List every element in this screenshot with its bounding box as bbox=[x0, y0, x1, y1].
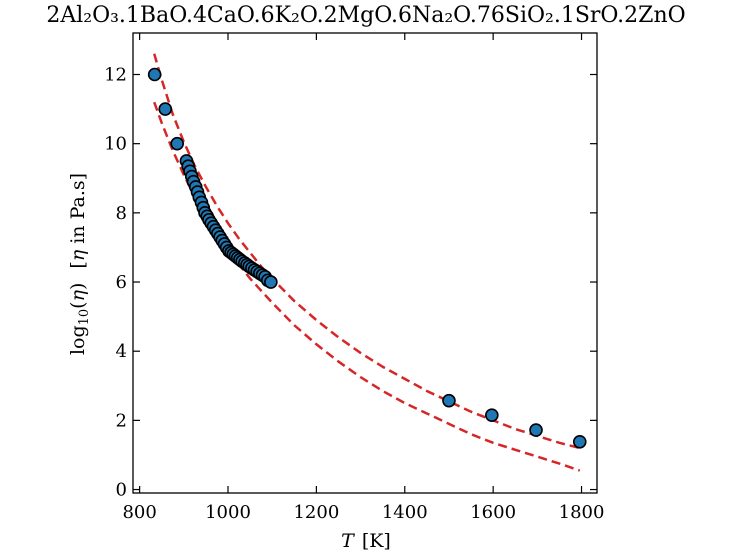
y-axis-label-in: in Pa.s] bbox=[67, 173, 89, 244]
data-point bbox=[485, 408, 499, 422]
y-axis-label: log10(η)[ηin Pa.s] bbox=[67, 173, 92, 355]
y-axis-label-bracket-open: [ bbox=[67, 261, 89, 268]
y-axis-label-log: log bbox=[67, 325, 89, 355]
y-axis-label-close: ) bbox=[67, 283, 89, 290]
y-axis-label-open: ( bbox=[67, 301, 89, 308]
y-tick-label: 8 bbox=[116, 203, 127, 224]
x-tick-label: 800 bbox=[122, 502, 156, 523]
y-tick-label: 6 bbox=[116, 272, 127, 293]
chart-title: 2Al₂O₃.1BaO.4CaO.6K₂O.2MgO.6Na₂O.76SiO₂.… bbox=[46, 3, 685, 28]
x-tick-label: 1400 bbox=[382, 502, 428, 523]
y-axis-label-eta-2: η bbox=[67, 249, 89, 261]
plot-frame bbox=[132, 32, 598, 494]
y-tick-label: 10 bbox=[104, 134, 127, 155]
x-axis: 800 1000 1200 1400 1600 1800 bbox=[122, 33, 604, 523]
y-tick-label: 0 bbox=[116, 480, 127, 501]
x-tick-label: 1800 bbox=[559, 502, 605, 523]
data-point bbox=[529, 423, 543, 437]
y-axis-label-eta: η bbox=[67, 289, 89, 301]
x-tick-label: 1600 bbox=[470, 502, 516, 523]
x-axis-label-var: T bbox=[341, 530, 355, 552]
data-point bbox=[442, 393, 456, 408]
y-tick-label: 12 bbox=[104, 65, 127, 86]
data-point bbox=[572, 435, 587, 449]
y-tick-label: 4 bbox=[116, 341, 127, 362]
x-tick-label: 1000 bbox=[205, 502, 251, 523]
x-axis-label: T [K] bbox=[341, 530, 391, 552]
data-point bbox=[158, 102, 173, 116]
y-axis: 0 2 4 6 8 10 12 bbox=[104, 65, 597, 501]
data-point bbox=[147, 67, 162, 82]
data-point bbox=[264, 275, 278, 289]
y-axis-label-sub: 10 bbox=[77, 309, 92, 326]
data-point bbox=[170, 136, 184, 151]
x-tick-label: 1200 bbox=[293, 502, 339, 523]
plot-area bbox=[147, 53, 587, 472]
x-axis-label-unit: [K] bbox=[362, 530, 391, 552]
fit-line-1 bbox=[153, 53, 581, 450]
fit-line-2 bbox=[153, 101, 581, 472]
y-tick-label: 2 bbox=[116, 410, 127, 431]
